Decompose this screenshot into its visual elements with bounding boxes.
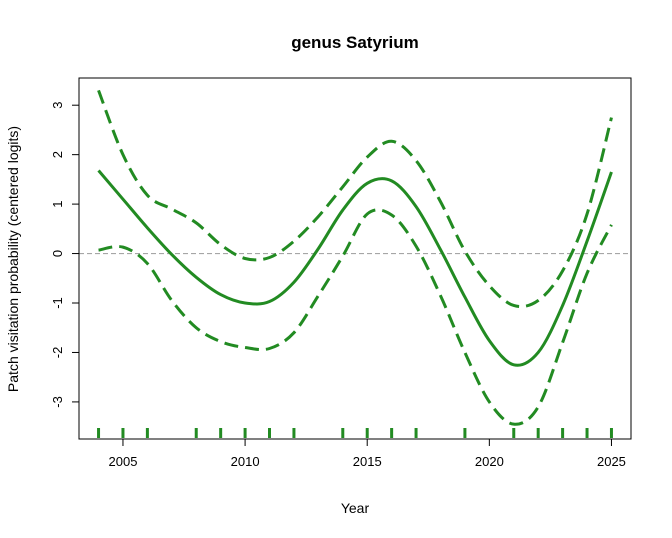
x-tick-label: 2005 — [109, 454, 138, 469]
y-tick-label: 2 — [50, 151, 65, 158]
rug-layer — [97, 428, 613, 438]
x-tick-label: 2020 — [475, 454, 504, 469]
y-axis: -3 -2 -1 0 1 2 3 — [50, 102, 79, 408]
y-tick-label: -1 — [50, 297, 65, 309]
y-tick-label: -3 — [50, 396, 65, 408]
y-tick-label: 1 — [50, 200, 65, 207]
y-tick-label: 3 — [50, 102, 65, 109]
series-layer — [97, 89, 613, 426]
x-tick-label: 2025 — [597, 454, 626, 469]
fitted-line — [97, 169, 613, 367]
y-tick-label: -2 — [50, 347, 65, 359]
x-tick-label: 2010 — [231, 454, 260, 469]
x-axis-label: Year — [341, 500, 370, 516]
upper-confidence-line — [97, 89, 613, 309]
x-tick-label: 2015 — [353, 454, 382, 469]
y-tick-label: 0 — [50, 250, 65, 257]
plot-frame — [78, 77, 632, 440]
lower-confidence-line — [98, 208, 613, 426]
chart-title: genus Satyrium — [291, 33, 419, 52]
y-axis-label: Patch visitation probability (centered l… — [5, 126, 21, 392]
x-axis: 2005 2010 2015 2020 2025 — [109, 439, 626, 469]
